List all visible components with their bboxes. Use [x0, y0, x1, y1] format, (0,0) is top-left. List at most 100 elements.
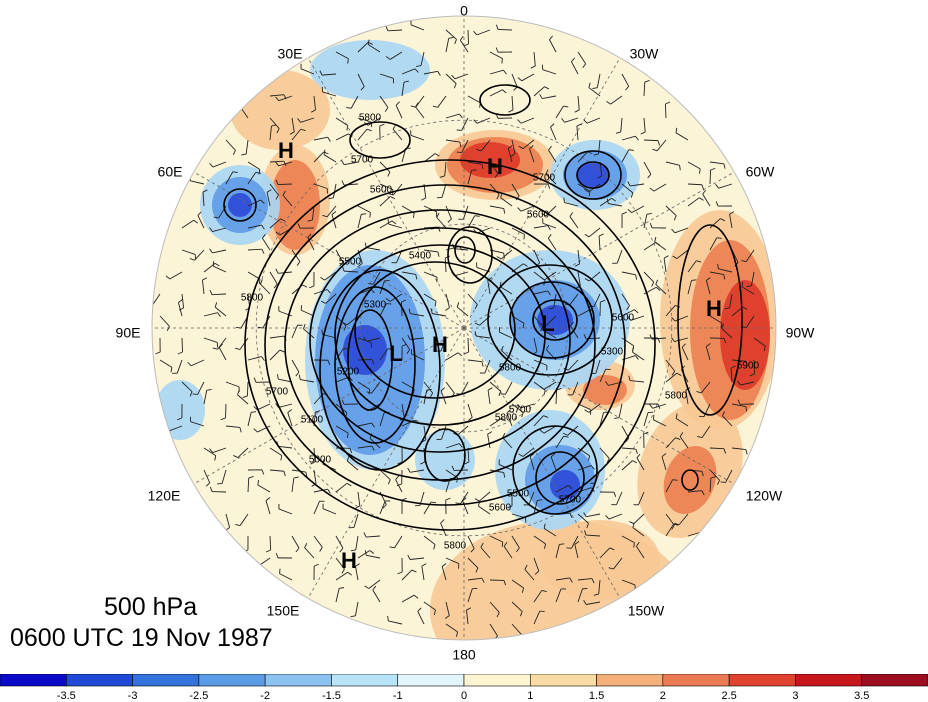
- wind-barb: [423, 70, 441, 76]
- wind-barb: [387, 615, 403, 625]
- wind-barb: [247, 271, 261, 285]
- wind-barb: [445, 73, 457, 89]
- wind-barb: [298, 374, 315, 383]
- wind-barb: [379, 469, 391, 485]
- colorbar-box: [861, 674, 928, 687]
- wind-barb: [278, 306, 293, 317]
- wind-barb: [401, 569, 417, 581]
- wind-barb: [753, 337, 766, 352]
- wind-barb: [548, 293, 557, 310]
- wind-barb: [400, 299, 407, 317]
- wind-barb: [737, 380, 755, 386]
- wind-barb: [665, 513, 675, 530]
- wind-barb: [423, 601, 436, 615]
- wind-barb: [189, 416, 205, 427]
- contour-label: 5700: [266, 387, 289, 398]
- wind-barb: [584, 403, 601, 413]
- wind-barb: [473, 29, 491, 36]
- height-contour: [334, 286, 416, 444]
- wind-barb: [459, 35, 469, 53]
- wind-barb: [396, 469, 403, 487]
- longitude-label: 90W: [786, 325, 816, 341]
- wind-barb: [741, 249, 755, 263]
- wind-barb: [652, 414, 667, 427]
- wind-barb: [517, 117, 535, 124]
- wind-barb: [463, 29, 469, 47]
- wind-barb: [467, 215, 480, 229]
- height-contour: [576, 161, 610, 189]
- wind-barb: [364, 579, 381, 589]
- wind-barb: [487, 431, 493, 449]
- wind-barb: [517, 403, 535, 409]
- wind-barb: [539, 94, 557, 100]
- wind-barb: [321, 86, 337, 97]
- wind-barb: [187, 359, 205, 367]
- longitude-label: 150W: [628, 603, 665, 619]
- wind-barb: [467, 293, 478, 310]
- wind-barb: [731, 447, 748, 455]
- wind-barb: [577, 578, 595, 584]
- wind-barb: [385, 26, 403, 32]
- wind-barb: [203, 337, 218, 348]
- wind-barb: [467, 587, 478, 603]
- latitude-circle: [255, 119, 673, 537]
- anomaly-region: [720, 280, 770, 390]
- longitude-label: 180: [452, 647, 476, 663]
- wind-barb: [335, 249, 344, 267]
- wind-barb: [611, 491, 623, 506]
- wind-barb: [366, 381, 381, 394]
- wind-barb: [649, 183, 667, 192]
- wind-barb: [533, 499, 543, 515]
- wind-barb: [401, 337, 411, 355]
- wind-barb: [746, 271, 755, 288]
- colorbar-label: 0: [461, 690, 467, 702]
- wind-barb: [635, 541, 645, 559]
- height-contour: [349, 121, 411, 159]
- wind-barb: [269, 447, 283, 461]
- wind-barb: [621, 135, 639, 141]
- wind-barb: [203, 447, 217, 461]
- anomaly-region: [228, 193, 252, 217]
- colorbar-label: -3: [128, 690, 138, 702]
- wind-barb: [687, 183, 704, 190]
- longitude-labels: 0 30W 60W 90W 120W 150W 180 150E 120E 90E 60E 30E: [116, 3, 816, 663]
- wind-barb: [363, 532, 381, 538]
- colorbar-label: 2.5: [721, 690, 736, 702]
- wind-barb: [379, 123, 385, 141]
- wind-barb: [445, 497, 451, 515]
- wind-barb: [423, 293, 437, 307]
- wind-barb: [410, 349, 425, 361]
- contour-label: 5800: [495, 413, 518, 424]
- wind-barb: [282, 190, 293, 207]
- wind-barb: [335, 425, 349, 439]
- wind-barb: [533, 557, 540, 575]
- wind-barb: [364, 242, 381, 251]
- contour-label: 5800: [499, 363, 522, 374]
- wind-barb: [563, 197, 579, 207]
- wind-barb: [445, 293, 450, 311]
- wind-barb: [417, 607, 425, 625]
- anomaly-region: [343, 325, 387, 375]
- wind-barb: [335, 535, 344, 553]
- wind-barb: [640, 117, 646, 135]
- wind-barb: [502, 432, 513, 449]
- wind-barb: [724, 293, 733, 310]
- wind-barb: [401, 68, 419, 75]
- wind-barb: [241, 139, 249, 156]
- wind-barb: [202, 277, 208, 295]
- wind-barb: [451, 73, 469, 80]
- wind-barb: [599, 299, 606, 317]
- wind-barb: [511, 403, 524, 418]
- wind-barb: [247, 224, 265, 230]
- wind-barb: [709, 476, 716, 493]
- colorbar-label: 3: [792, 690, 798, 702]
- colorbar-label: -2.5: [189, 690, 208, 702]
- wind-barb: [655, 279, 667, 295]
- wind-barb: [423, 271, 438, 283]
- wind-barb: [709, 161, 726, 169]
- wind-barb: [357, 73, 365, 91]
- height-contour: [535, 451, 585, 505]
- wind-barb: [346, 95, 359, 109]
- wind-barb: [555, 387, 562, 405]
- wind-barb: [436, 183, 447, 199]
